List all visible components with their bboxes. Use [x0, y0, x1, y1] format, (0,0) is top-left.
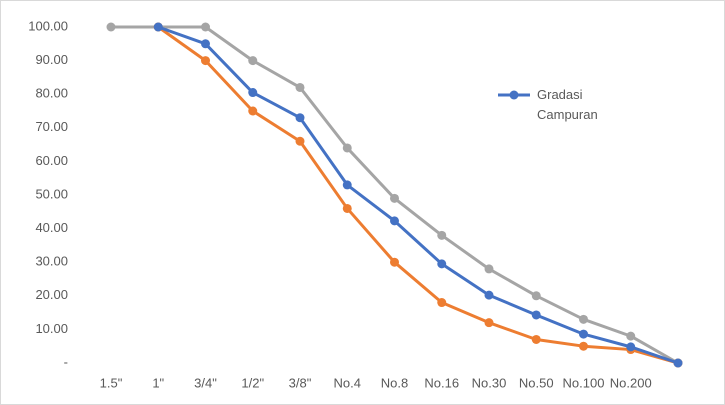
y-tick-label: 80.00 — [35, 86, 68, 101]
y-tick-label: 60.00 — [35, 153, 68, 168]
series-marker — [248, 88, 258, 98]
legend-label: Gradasi Campuran — [537, 87, 598, 122]
y-tick-label: 90.00 — [35, 52, 68, 67]
series-marker — [342, 143, 352, 153]
series-marker — [390, 216, 399, 226]
series-marker — [201, 22, 210, 32]
x-tick-label: No.200 — [610, 375, 652, 390]
x-tick-label: 3/8" — [289, 375, 312, 390]
series-marker — [531, 310, 541, 320]
series-marker — [295, 113, 305, 123]
series-marker — [201, 56, 210, 66]
x-tick-label: No.30 — [472, 375, 507, 390]
series-marker — [295, 136, 305, 146]
series-marker — [626, 331, 636, 341]
series-marker — [673, 358, 683, 368]
y-tick-label: - — [64, 354, 68, 369]
x-tick-label: No.4 — [334, 375, 361, 390]
series-marker — [248, 56, 258, 66]
series-marker — [106, 22, 116, 32]
series-marker — [531, 334, 541, 344]
series-marker — [484, 318, 494, 328]
series-marker — [579, 329, 588, 339]
y-tick-label: 40.00 — [35, 220, 68, 235]
x-tick-label: No.100 — [563, 375, 605, 390]
x-tick-label: 1.5" — [100, 375, 123, 390]
y-tick-label: 30.00 — [35, 254, 68, 269]
series-marker — [579, 314, 588, 324]
series-marker — [437, 230, 447, 240]
x-tick-label: 1" — [152, 375, 164, 390]
x-tick-label: No.50 — [519, 375, 554, 390]
series-line — [157, 25, 679, 365]
series-marker — [437, 298, 447, 308]
series-marker — [626, 342, 636, 352]
x-tick-label: 3/4" — [194, 375, 217, 390]
series-line — [157, 25, 679, 365]
series-marker — [201, 39, 210, 49]
y-tick-label: 20.00 — [35, 287, 68, 302]
y-tick-label: 10.00 — [35, 321, 68, 336]
series-marker — [531, 291, 541, 301]
series-marker — [484, 264, 494, 274]
series-marker — [342, 203, 352, 213]
series-marker — [484, 290, 494, 300]
legend-marker — [509, 90, 519, 100]
x-tick-label: 1/2" — [241, 375, 264, 390]
series-marker — [437, 259, 447, 269]
series-marker — [342, 180, 352, 190]
series-marker — [295, 82, 305, 92]
x-tick-label: No.16 — [424, 375, 459, 390]
x-tick-label: No.8 — [381, 375, 408, 390]
series-marker — [390, 257, 399, 267]
series-marker — [579, 341, 588, 351]
y-tick-label: 50.00 — [35, 186, 68, 201]
series-marker — [248, 106, 258, 116]
y-tick-label: 100.00 — [28, 18, 68, 33]
series-marker — [390, 193, 399, 203]
series-marker — [153, 22, 163, 32]
y-tick-label: 70.00 — [35, 119, 68, 134]
